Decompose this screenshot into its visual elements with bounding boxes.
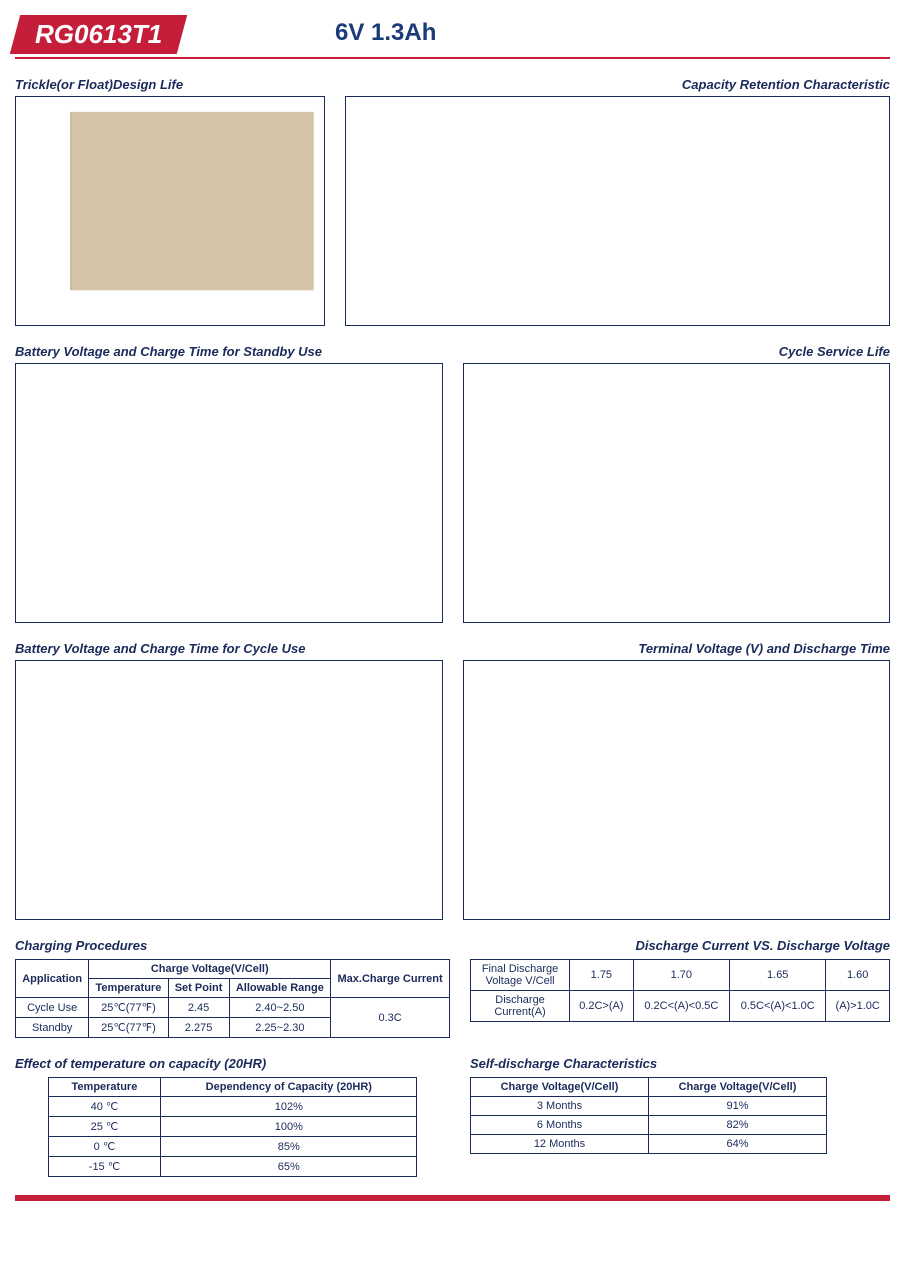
cell: 100% [161,1117,417,1137]
cell: (A)>1.0C [826,991,890,1022]
cell: 40 ℃ [48,1097,161,1117]
table2-title: Discharge Current VS. Discharge Voltage [470,938,890,953]
chart5 [15,660,443,920]
header: RG0613T1 6V 1.3Ah [15,15,890,57]
cell: 1.75 [570,960,634,991]
chart5-title: Battery Voltage and Charge Time for Cycl… [15,641,443,656]
cell: 3 Months [471,1097,649,1116]
cell: 2.40~2.50 [229,998,331,1018]
th: Dependency of Capacity (20HR) [161,1078,417,1097]
th: Temperature [48,1078,161,1097]
th-sp: Set Point [168,979,229,998]
cell: 64% [649,1135,827,1154]
cell: Final Discharge Voltage V/Cell [471,960,570,991]
discharge-current-table: Final Discharge Voltage V/Cell 1.75 1.70… [470,959,890,1022]
th-temp: Temperature [89,979,168,998]
th-app: Application [16,960,89,998]
cell: Cycle Use [16,998,89,1018]
th-max: Max.Charge Current [331,960,450,998]
cell: 82% [649,1116,827,1135]
table1-title: Charging Procedures [15,938,450,953]
cell: 25℃(77℉) [89,1018,168,1038]
chart1-title: Trickle(or Float)Design Life [15,77,325,92]
cell: 0.2C>(A) [570,991,634,1022]
cell: 0 ℃ [48,1137,161,1157]
cell: 91% [649,1097,827,1116]
cell: 0.3C [331,998,450,1038]
chart4-title: Cycle Service Life [463,344,891,359]
chart1 [15,96,325,326]
chart3-title: Battery Voltage and Charge Time for Stan… [15,344,443,359]
cell: 0.5C<(A)<1.0C [730,991,826,1022]
th-ar: Allowable Range [229,979,331,998]
chart6-title: Terminal Voltage (V) and Discharge Time [463,641,891,656]
table3-title: Effect of temperature on capacity (20HR) [15,1056,450,1071]
spec-text: 6V 1.3Ah [335,19,436,47]
cell: 6 Months [471,1116,649,1135]
cell: 25℃(77℉) [89,998,168,1018]
chart6 [463,660,891,920]
th: Charge Voltage(V/Cell) [649,1078,827,1097]
temp-capacity-table: TemperatureDependency of Capacity (20HR)… [48,1077,418,1177]
chart4 [463,363,891,623]
cell: -15 ℃ [48,1157,161,1177]
cell: Discharge Current(A) [471,991,570,1022]
chart2-title: Capacity Retention Characteristic [345,77,890,92]
cell: 1.65 [730,960,826,991]
cell: 1.60 [826,960,890,991]
cell: 12 Months [471,1135,649,1154]
footer-bar [15,1195,890,1201]
cell: 85% [161,1137,417,1157]
cell: Standby [16,1018,89,1038]
cell: 2.25~2.30 [229,1018,331,1038]
model-text: RG0613T1 [35,19,162,50]
chart3 [15,363,443,623]
chart2 [345,96,890,326]
model-badge: RG0613T1 [10,15,188,54]
cell: 102% [161,1097,417,1117]
cell: 1.70 [633,960,729,991]
header-underline [15,57,890,59]
th-cv: Charge Voltage(V/Cell) [89,960,331,979]
charging-procedures-table: Application Charge Voltage(V/Cell) Max.C… [15,959,450,1038]
cell: 0.2C<(A)<0.5C [633,991,729,1022]
cell: 65% [161,1157,417,1177]
cell: 2.45 [168,998,229,1018]
cell: 2.275 [168,1018,229,1038]
self-discharge-table: Charge Voltage(V/Cell)Charge Voltage(V/C… [470,1077,827,1154]
table4-title: Self-discharge Characteristics [470,1056,890,1071]
cell: 25 ℃ [48,1117,161,1137]
th: Charge Voltage(V/Cell) [471,1078,649,1097]
